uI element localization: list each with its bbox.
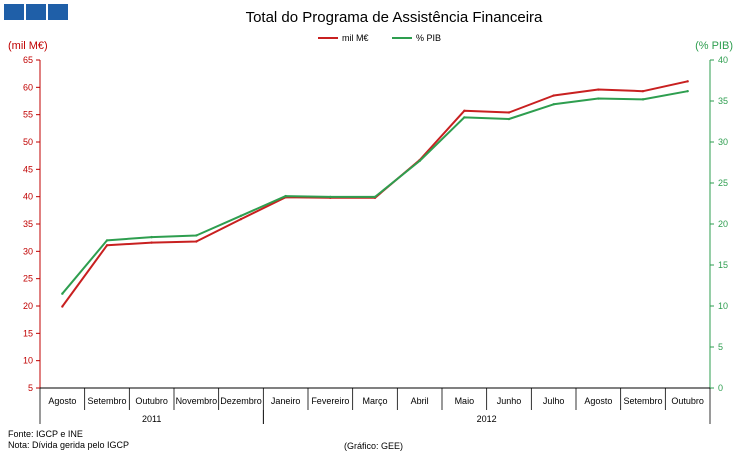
x-tick-label: Dezembro bbox=[220, 396, 262, 406]
left-tick-label: 40 bbox=[23, 192, 33, 202]
right-tick-label: 35 bbox=[718, 96, 728, 106]
series-2-point bbox=[195, 234, 198, 237]
x-tick-label: Maio bbox=[455, 396, 475, 406]
right-tick-label: 0 bbox=[718, 383, 723, 393]
left-tick-label: 25 bbox=[23, 274, 33, 284]
x-tick-label: Agosto bbox=[584, 396, 612, 406]
series-2-point bbox=[284, 194, 287, 198]
axes: 5 10 15 20 25 30 35 40 45 50 55 60 65 0 5 10 15 20 25 30 35 4… bbox=[23, 55, 728, 424]
x-tick-label: Setembro bbox=[623, 396, 662, 406]
right-tick-label: 5 bbox=[718, 342, 723, 352]
x-tick-label: Janeiro bbox=[271, 396, 301, 406]
series-1-point bbox=[150, 241, 153, 244]
series-2-point bbox=[373, 195, 377, 199]
series-2-point bbox=[552, 103, 555, 106]
right-tick-label: 25 bbox=[718, 178, 728, 188]
year-label: 2012 bbox=[477, 414, 497, 424]
series-2-point bbox=[463, 116, 466, 119]
footer-source: Fonte: IGCP e INE bbox=[8, 429, 83, 439]
left-tick-label: 15 bbox=[23, 328, 33, 338]
series-1-point bbox=[195, 240, 198, 243]
left-tick-label: 50 bbox=[23, 137, 33, 147]
footer-credit: (Gráfico: GEE) bbox=[344, 441, 404, 451]
series-1-point bbox=[463, 109, 466, 113]
x-tick-label: Outubro bbox=[671, 396, 704, 406]
series-2-point bbox=[641, 98, 645, 101]
series-2-point bbox=[418, 159, 421, 163]
legend: mil M€ % PIB bbox=[318, 33, 441, 43]
x-tick-label: Novembro bbox=[176, 396, 218, 406]
logo-block-2 bbox=[26, 4, 46, 20]
logo-block-1 bbox=[4, 4, 24, 20]
left-tick-label: 10 bbox=[23, 356, 33, 366]
series-layer bbox=[61, 80, 689, 308]
x-tick-label: Abril bbox=[411, 396, 429, 406]
legend-label-2: % PIB bbox=[416, 33, 441, 43]
x-tick-label: Julho bbox=[543, 396, 565, 406]
series-1-point bbox=[552, 94, 555, 97]
left-tick-label: 20 bbox=[23, 301, 33, 311]
right-tick-label: 30 bbox=[718, 137, 728, 147]
series-2-point bbox=[61, 292, 64, 295]
series-2-point bbox=[105, 239, 109, 242]
left-tick-label: 35 bbox=[23, 219, 33, 229]
left-tick-label: 65 bbox=[23, 55, 33, 65]
x-tick-label: Outubro bbox=[135, 396, 168, 406]
footer-note: Nota: Dívida gerida pelo IGCP bbox=[8, 440, 130, 450]
right-tick-label: 20 bbox=[718, 219, 728, 229]
right-axis-label: (% PIB) bbox=[695, 40, 733, 52]
series-2-point bbox=[507, 117, 511, 121]
series-2-point bbox=[239, 214, 243, 217]
series-1-point bbox=[686, 80, 689, 83]
left-tick-label: 5 bbox=[28, 383, 33, 393]
x-tick-label: Junho bbox=[497, 396, 522, 406]
right-tick-label: 15 bbox=[718, 260, 728, 270]
x-tick-label: Fevereiro bbox=[311, 396, 349, 406]
series-1-point bbox=[597, 88, 600, 91]
left-tick-label: 30 bbox=[23, 246, 33, 256]
year-label: 2011 bbox=[142, 414, 161, 424]
series-1-point bbox=[105, 244, 109, 247]
x-tick-label: Agosto bbox=[48, 396, 76, 406]
series-1-point bbox=[61, 305, 64, 308]
left-tick-label: 45 bbox=[23, 164, 33, 174]
series-2-point bbox=[686, 89, 689, 93]
left-axis-label: (mil M€) bbox=[8, 40, 48, 52]
left-tick-label: 55 bbox=[23, 110, 33, 120]
series-line-1 bbox=[61, 80, 688, 308]
x-tick-label: Setembro bbox=[87, 396, 126, 406]
left-tick-label: 60 bbox=[23, 82, 33, 92]
series-1-point bbox=[239, 217, 243, 221]
right-tick-label: 10 bbox=[718, 301, 728, 311]
series-1-point bbox=[507, 111, 511, 114]
chart-title: Total do Programa de Assistência Finance… bbox=[246, 9, 543, 26]
x-tick-label: Março bbox=[362, 396, 387, 406]
series-2-point bbox=[329, 195, 332, 199]
series-2-point bbox=[597, 97, 600, 100]
series-line-2 bbox=[61, 90, 688, 295]
legend-label-1: mil M€ bbox=[342, 33, 369, 43]
series-1-point bbox=[641, 89, 645, 93]
logo-block-3 bbox=[48, 4, 68, 20]
series-2-point bbox=[150, 235, 153, 239]
right-tick-label: 40 bbox=[718, 55, 728, 65]
